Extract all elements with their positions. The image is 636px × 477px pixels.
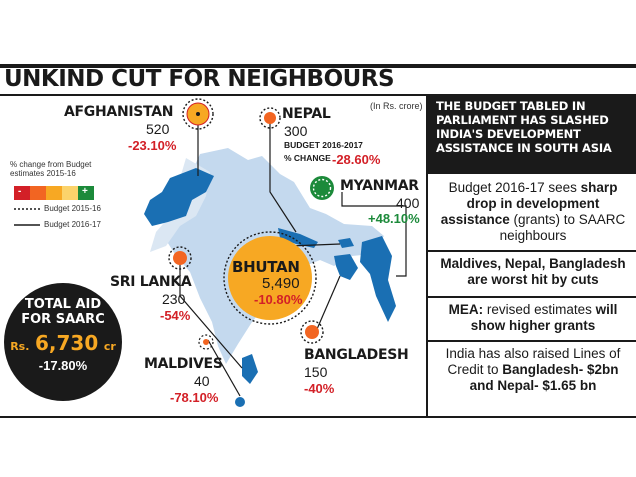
sidebar-point-1: Budget 2016-17 sees sharp drop in develo…	[434, 180, 632, 244]
nepal-marker-2016	[264, 112, 276, 124]
sidebar-p1-a: Budget 2016-17 sees	[448, 180, 581, 195]
afghanistan-value: 520	[146, 121, 170, 137]
south-asia-map	[14, 98, 407, 407]
myanmar-value: 400	[396, 195, 420, 211]
afghanistan-name: AFGHANISTAN	[64, 104, 174, 120]
sri-lanka-name: SRI LANKA	[110, 274, 192, 290]
bangladesh-change: -40%	[304, 381, 335, 396]
maldives-dot	[235, 397, 245, 407]
total-aid-amount: 6,730	[34, 331, 99, 355]
sidebar-p3-c: will show higher grants	[470, 302, 618, 333]
sidebar-p3-a: MEA:	[448, 302, 484, 317]
bangladesh-shape	[334, 254, 358, 280]
sidebar-sep-2	[428, 296, 636, 298]
nepal-sub2: % CHANGE	[284, 153, 331, 163]
bangladesh-marker-2015	[300, 320, 324, 344]
nepal-value: 300	[284, 123, 308, 139]
headline: UNKIND CUT FOR NEIGHBOURS	[4, 66, 395, 92]
sidebar-header: THE BUDGET TABLED IN PARLIAMENT HAS SLAS…	[436, 99, 612, 155]
maldives-name: MALDIVES	[144, 356, 223, 372]
nepal-marker-2015	[259, 107, 281, 129]
total-aid-line1: TOTAL AID	[24, 297, 102, 312]
total-aid-badge	[4, 283, 122, 401]
legend-scale-green	[78, 186, 94, 200]
sri-lanka-shape	[242, 354, 258, 384]
maldives-marker-2016	[203, 339, 209, 345]
bhutan-value: 5,490	[262, 275, 300, 292]
top-rule	[0, 64, 636, 68]
afghanistan-shape	[144, 168, 214, 226]
total-aid-change: -17.80%	[38, 358, 88, 373]
sidebar-p1-b: sharp drop in development assistance	[440, 180, 618, 227]
sidebar-point-3: MEA: revised estimates will show higher …	[434, 302, 632, 334]
bhutan-change: -10.80%	[254, 292, 303, 307]
nepal-name: NEPAL	[282, 106, 331, 122]
nepal-shape	[278, 228, 318, 248]
total-aid-rs: Rs.	[10, 340, 30, 353]
legend-plus: +	[82, 186, 88, 197]
sidebar-header-bg	[428, 96, 636, 174]
sidebar-p4-b: Bangladesh- $2bn and Nepal- $1.65 bn	[469, 362, 619, 393]
maldives-marker-2015	[198, 334, 214, 350]
legend-scale-orange2	[46, 186, 62, 200]
legend-dashed-label: Budget 2015-16	[44, 204, 101, 213]
legend-scale-yellow	[62, 186, 78, 200]
connector-nepal	[269, 118, 297, 233]
myanmar-change: +48.10%	[368, 211, 420, 226]
total-aid-cr: cr	[103, 340, 116, 353]
connector-maldives	[207, 339, 241, 397]
sidebar-sep-3	[428, 340, 636, 342]
total-aid-title: TOTAL AID FOR SAARC	[4, 297, 122, 327]
total-aid-amount-row: Rs. 6,730 cr	[4, 331, 122, 355]
sri-lanka-marker-2016	[173, 251, 187, 265]
maldives-change: -78.10%	[170, 390, 219, 405]
myanmar-shape	[360, 236, 396, 322]
bangladesh-value: 150	[304, 364, 328, 380]
maldives-value: 40	[194, 373, 210, 389]
sidebar-p1-c: (grants) to SAARC neighbours	[499, 212, 626, 243]
bangladesh-marker-2016	[305, 325, 319, 339]
myanmar-marker-2015	[312, 178, 332, 198]
sri-lanka-value: 230	[162, 291, 186, 307]
bhutan-marker-2016	[228, 236, 312, 320]
sidebar-divider	[426, 96, 428, 416]
legend-solid-label: Budget 2016-17	[44, 220, 101, 229]
nepal-sub1: BUDGET 2016-2017	[284, 140, 363, 150]
headline-rule	[0, 94, 636, 96]
bangladesh-name: BANGLADESH	[304, 347, 409, 363]
sidebar-p4-a: India has also raised Lines of Credit to	[445, 346, 621, 377]
bhutan-marker-2015	[223, 231, 317, 325]
bhutan-name: BHUTAN	[232, 258, 300, 276]
connector-sri-lanka	[179, 260, 243, 369]
bhutan-shape	[338, 238, 354, 248]
myanmar-name: MYANMAR	[340, 178, 419, 194]
sidebar-p3-b: revised estimates	[483, 302, 596, 317]
legend-scale-orange1	[30, 186, 46, 200]
connector-bhutan	[289, 243, 341, 247]
legend-title: % change from Budget estimates 2015-16	[10, 160, 92, 179]
connector-myanmar	[341, 192, 407, 277]
nepal-change: -28.60%	[332, 152, 381, 167]
total-aid-line2: FOR SAARC	[21, 312, 105, 327]
legend-scale-red	[14, 186, 30, 200]
legend-minus: -	[18, 186, 22, 197]
unit-label: (In Rs. crore)	[370, 101, 423, 111]
sri-lanka-marker-2015	[168, 246, 192, 270]
sidebar-point-2: Maldives, Nepal, Bangladesh are worst hi…	[440, 256, 626, 287]
connector-bangladesh	[313, 275, 341, 337]
sidebar-sep-1	[428, 250, 636, 252]
afghanistan-change: -23.10%	[128, 138, 177, 153]
sidebar-point-4: India has also raised Lines of Credit to…	[434, 346, 632, 394]
bottom-rule	[0, 416, 636, 418]
afghanistan-marker-2015	[182, 98, 214, 130]
sri-lanka-change: -54%	[160, 308, 191, 323]
